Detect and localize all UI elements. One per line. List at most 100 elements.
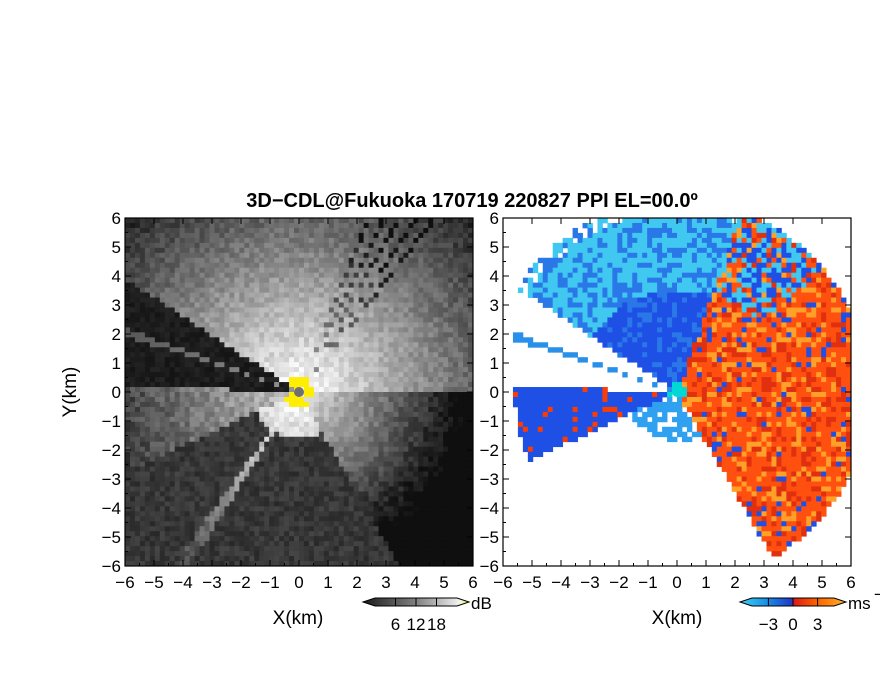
reflectivity-cell bbox=[259, 486, 265, 492]
reflectivity-cell bbox=[169, 411, 176, 418]
reflectivity-cell bbox=[189, 556, 195, 562]
reflectivity-cell bbox=[368, 421, 374, 428]
reflectivity-cell bbox=[383, 297, 389, 303]
reflectivity-cell bbox=[259, 222, 265, 229]
reflectivity-cell bbox=[443, 367, 449, 373]
reflectivity-cell bbox=[179, 536, 186, 542]
reflectivity-cell bbox=[303, 232, 310, 239]
reflectivity-cell bbox=[234, 471, 240, 477]
reflectivity-cell bbox=[134, 396, 141, 403]
reflectivity-cell bbox=[184, 561, 191, 566]
reflectivity-cell bbox=[353, 237, 360, 244]
reflectivity-cell bbox=[453, 491, 459, 497]
reflectivity-cell bbox=[294, 272, 300, 279]
reflectivity-cell bbox=[328, 516, 335, 522]
reflectivity-cell bbox=[274, 332, 280, 338]
reflectivity-cell bbox=[308, 307, 315, 313]
reflectivity-cell bbox=[423, 476, 429, 482]
reflectivity-cell bbox=[149, 516, 156, 522]
reflectivity-cell bbox=[373, 561, 379, 566]
reflectivity-cell bbox=[199, 242, 205, 249]
reflectivity-cell bbox=[383, 456, 389, 462]
reflectivity-cell bbox=[194, 387, 200, 393]
reflectivity-cell bbox=[358, 421, 365, 428]
reflectivity-cell bbox=[428, 332, 434, 338]
reflectivity-cell bbox=[438, 476, 444, 482]
reflectivity-cell bbox=[169, 357, 176, 363]
reflectivity-cell bbox=[363, 332, 369, 338]
reflectivity-cell bbox=[378, 531, 384, 537]
reflectivity-cell bbox=[209, 541, 215, 547]
reflectivity-cell bbox=[448, 556, 454, 562]
reflectivity-cell bbox=[413, 317, 419, 323]
reflectivity-cell bbox=[219, 476, 225, 482]
reflectivity-cell bbox=[129, 327, 136, 333]
reflectivity-cell bbox=[139, 282, 146, 288]
reflectivity-cell bbox=[323, 307, 330, 313]
reflectivity-cell bbox=[244, 406, 250, 413]
reflectivity-cell bbox=[453, 466, 459, 472]
reflectivity-cell bbox=[125, 277, 131, 284]
reflectivity-cell bbox=[134, 456, 141, 462]
reflectivity-cell bbox=[373, 401, 379, 408]
reflectivity-cell bbox=[348, 486, 355, 492]
reflectivity-cell bbox=[139, 307, 146, 313]
reflectivity-cell bbox=[338, 501, 345, 507]
reflectivity-cell bbox=[289, 446, 295, 453]
reflectivity-cell bbox=[249, 327, 255, 333]
reflectivity-cell bbox=[453, 426, 459, 433]
reflectivity-cell bbox=[254, 227, 260, 234]
reflectivity-cell bbox=[144, 421, 151, 428]
reflectivity-cell bbox=[219, 262, 225, 269]
reflectivity-cell bbox=[125, 496, 131, 502]
reflectivity-cell bbox=[144, 476, 151, 482]
reflectivity-cell bbox=[328, 426, 335, 433]
reflectivity-cell bbox=[174, 561, 181, 566]
reflectivity-cell bbox=[289, 531, 295, 537]
reflectivity-cell bbox=[214, 247, 220, 254]
reflectivity-cell bbox=[194, 431, 200, 438]
reflectivity-cell bbox=[239, 446, 245, 453]
reflectivity-cell bbox=[284, 362, 290, 368]
reflectivity-cell bbox=[294, 456, 300, 462]
reflectivity-cell bbox=[418, 357, 424, 363]
reflectivity-cell bbox=[254, 282, 260, 288]
reflectivity-cell bbox=[299, 536, 305, 542]
reflectivity-cell bbox=[393, 446, 399, 453]
reflectivity-cell bbox=[408, 421, 414, 428]
reflectivity-cell bbox=[139, 461, 146, 467]
reflectivity-cell bbox=[189, 491, 195, 497]
reflectivity-cell bbox=[294, 218, 300, 224]
reflectivity-cell bbox=[289, 387, 295, 393]
reflectivity-cell bbox=[423, 287, 429, 293]
reflectivity-cell bbox=[348, 401, 355, 408]
reflectivity-cell bbox=[189, 367, 195, 373]
reflectivity-cell bbox=[139, 352, 146, 358]
reflectivity-cell bbox=[274, 387, 280, 393]
reflectivity-cell bbox=[179, 382, 186, 388]
reflectivity-cell bbox=[353, 551, 360, 557]
reflectivity-cell bbox=[408, 227, 414, 234]
reflectivity-cell bbox=[274, 347, 280, 353]
reflectivity-cell bbox=[373, 392, 379, 398]
reflectivity-cell bbox=[328, 312, 335, 318]
reflectivity-cell bbox=[149, 242, 156, 249]
reflectivity-cell bbox=[234, 317, 240, 323]
reflectivity-cell bbox=[264, 486, 270, 492]
reflectivity-cell bbox=[129, 242, 136, 249]
reflectivity-cell bbox=[204, 352, 210, 358]
reflectivity-cell bbox=[313, 342, 320, 348]
reflectivity-cell bbox=[279, 421, 285, 428]
reflectivity-cell bbox=[164, 332, 171, 338]
reflectivity-cell bbox=[129, 526, 136, 532]
reflectivity-cell bbox=[313, 486, 320, 492]
reflectivity-cell bbox=[363, 312, 369, 318]
reflectivity-cell bbox=[373, 282, 379, 288]
reflectivity-cell bbox=[269, 222, 275, 229]
reflectivity-cell bbox=[194, 282, 200, 288]
reflectivity-cell bbox=[398, 367, 404, 373]
reflectivity-cell bbox=[333, 516, 340, 522]
reflectivity-cell bbox=[249, 352, 255, 358]
reflectivity-cell bbox=[149, 486, 156, 492]
reflectivity-cell bbox=[139, 441, 146, 448]
